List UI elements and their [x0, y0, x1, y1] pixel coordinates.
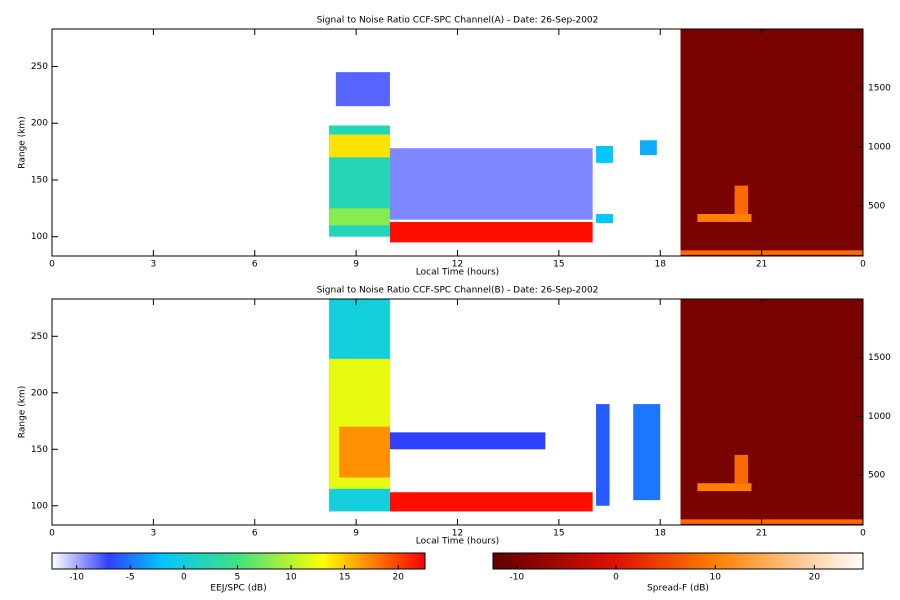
echo-region [680, 250, 863, 255]
x-tick-label: 9 [353, 529, 359, 539]
colorbar-tick-label: -10 [69, 573, 84, 583]
colorbar-label: Spread-F (dB) [647, 584, 709, 594]
y-tick-label: 200 [31, 388, 48, 398]
y-tick-label: 150 [31, 445, 48, 455]
x-tick-label: 18 [655, 529, 667, 539]
echo-region [697, 483, 752, 492]
echo-region [596, 145, 613, 163]
x-tick-label: 15 [553, 529, 564, 539]
colorbar-tick-label: -5 [126, 573, 135, 583]
echo-region [329, 208, 390, 226]
x-tick-label: 3 [151, 260, 157, 270]
y-tick-label: 100 [31, 232, 48, 242]
y2-tick-label: 1000 [868, 142, 891, 152]
colorbar-tick-label: 5 [235, 573, 241, 583]
x-tick-label: 0 [49, 260, 55, 270]
echo-region [389, 221, 593, 243]
x-tick-label: 6 [252, 529, 258, 539]
y-axis-label: Range (km) [18, 116, 28, 168]
x-tick-label: 9 [353, 260, 359, 270]
echo-region [734, 185, 749, 215]
y-axis-label: Range (km) [18, 386, 28, 438]
y-tick-label: 100 [31, 501, 48, 511]
echo-region [389, 492, 593, 512]
y2-tick-label: 1500 [868, 353, 891, 363]
colorbar-tick-label: 10 [285, 573, 297, 583]
x-tick-label: 18 [655, 260, 667, 270]
colorbar-tick-label: 0 [181, 573, 187, 583]
x-tick-label: 3 [151, 529, 157, 539]
colorbar-tick-label: 20 [809, 573, 821, 583]
colorbar-tick-label: 10 [709, 573, 721, 583]
echo-region [633, 404, 661, 501]
x-tick-label: 0 [860, 529, 866, 539]
colorbar-tick-label: 0 [613, 573, 619, 583]
echo-region [734, 454, 749, 484]
x-axis-label: Local Time (hours) [416, 537, 499, 547]
echo-region [389, 432, 546, 450]
y2-tick-label: 1500 [868, 83, 891, 93]
x-tick-label: 15 [553, 260, 564, 270]
colorbar-tick-label: -10 [509, 573, 524, 583]
x-tick-label: 6 [252, 260, 258, 270]
x-tick-label: 12 [452, 529, 463, 539]
echo-region [335, 72, 390, 107]
y2-tick-label: 500 [868, 471, 885, 481]
heatmap [329, 299, 863, 525]
echo-region [596, 404, 610, 506]
colorbar [51, 552, 426, 570]
x-tick-label: 21 [756, 260, 767, 270]
chart-title: Signal to Noise Ratio CCF-SPC Channel(B)… [317, 286, 599, 296]
echo-region [339, 426, 390, 478]
x-tick-label: 0 [860, 260, 866, 270]
chart-title: Signal to Noise Ratio CCF-SPC Channel(A)… [317, 16, 599, 26]
colorbar-tick-label: 15 [339, 573, 350, 583]
x-tick-label: 0 [49, 529, 55, 539]
echo-region [329, 134, 390, 158]
echo-region [680, 519, 863, 524]
x-tick-label: 12 [452, 260, 463, 270]
y-tick-label: 200 [31, 119, 48, 129]
x-tick-label: 21 [756, 529, 767, 539]
colorbar [492, 552, 864, 570]
y2-tick-label: 1000 [868, 412, 891, 422]
y-tick-label: 250 [31, 62, 48, 72]
colorbar-label: EEJ/SPC (dB) [210, 584, 266, 594]
heatmap [329, 29, 863, 256]
echo-region [639, 140, 657, 155]
y2-tick-label: 500 [868, 201, 885, 211]
echo-region [697, 214, 752, 222]
y-tick-label: 250 [31, 332, 48, 342]
x-axis-label: Local Time (hours) [416, 268, 499, 278]
echo-region [596, 214, 613, 224]
y-tick-label: 150 [31, 175, 48, 185]
echo-region [389, 148, 593, 220]
colorbar-tick-label: 20 [392, 573, 404, 583]
